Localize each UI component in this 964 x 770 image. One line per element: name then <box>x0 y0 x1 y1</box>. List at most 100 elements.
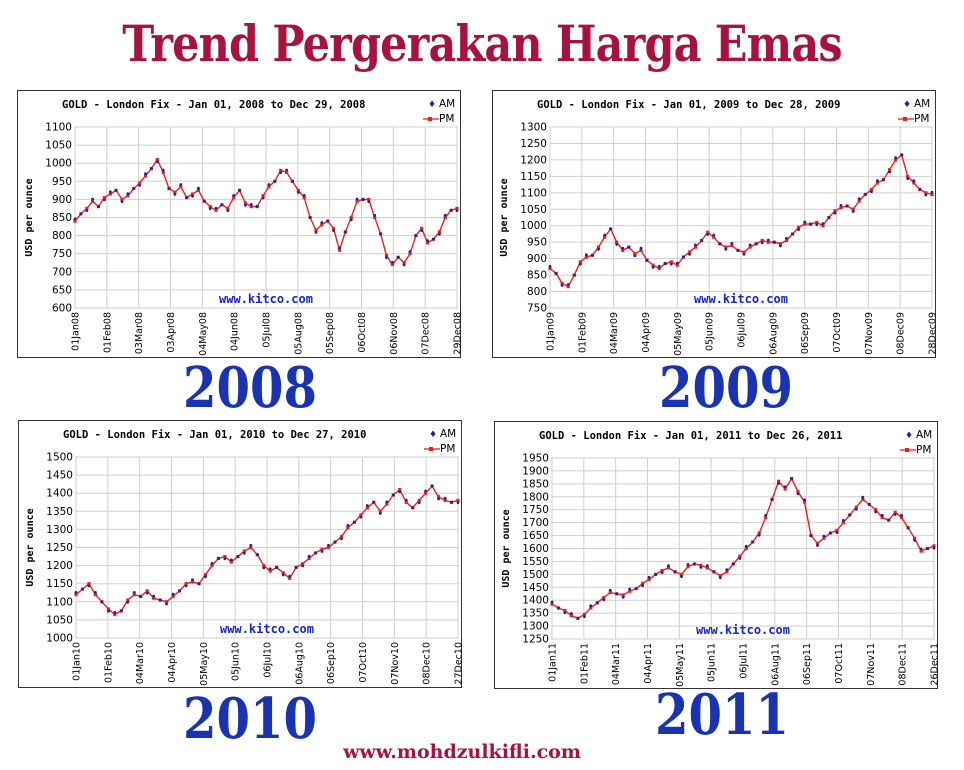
y-tick-label: 1050 <box>520 204 547 216</box>
x-tick-label: 01Feb08 <box>102 312 113 353</box>
am-point <box>673 570 677 574</box>
pm-point <box>229 560 233 564</box>
pm-point <box>210 564 214 568</box>
am-point <box>595 601 599 605</box>
am-point <box>634 587 638 590</box>
pm-point <box>108 192 112 196</box>
pm-point <box>875 181 879 185</box>
pm-point <box>724 245 728 249</box>
pm-point <box>589 606 593 610</box>
am-point <box>560 284 564 287</box>
am-point <box>693 562 696 566</box>
legend-pm-marker <box>428 117 432 121</box>
pm-point <box>268 569 272 573</box>
pm-point <box>208 205 212 209</box>
x-tick-label: 05Jun11 <box>707 643 718 682</box>
am-point <box>197 186 200 190</box>
am-point <box>641 584 644 587</box>
am-point <box>615 592 619 596</box>
pm-point <box>203 573 208 577</box>
pm-point <box>171 594 175 598</box>
am-point <box>184 584 188 588</box>
y-tick-label: 1100 <box>46 596 73 608</box>
x-tick-label: 05Jul08 <box>262 312 273 348</box>
am-point <box>314 231 318 234</box>
am-point <box>621 246 625 250</box>
pm-point <box>578 260 582 264</box>
am-point <box>220 203 224 207</box>
am-point <box>688 252 691 256</box>
pm-point <box>603 235 607 239</box>
legend-pm-label: PM <box>916 444 931 456</box>
legend-am-marker: ♦ <box>429 430 437 440</box>
pm-point <box>113 612 117 617</box>
x-tick-label: 06Jul09 <box>737 312 748 348</box>
legend-pm-marker <box>905 448 909 452</box>
x-tick-label: 05May10 <box>199 642 210 686</box>
pm-point <box>760 238 764 243</box>
am-point <box>576 616 580 620</box>
am-point <box>639 246 643 250</box>
am-point <box>557 606 560 610</box>
legend-am-label: AM <box>440 428 456 440</box>
pm-point <box>639 248 643 252</box>
am-point <box>675 261 679 265</box>
y-tick-label: 1350 <box>46 506 73 518</box>
pm-point <box>262 564 266 568</box>
pm-point <box>797 225 801 229</box>
y-tick-label: 900 <box>527 253 547 265</box>
am-point <box>424 489 427 493</box>
pm-point <box>778 242 782 246</box>
pm-point <box>320 547 324 551</box>
am-point <box>803 498 806 502</box>
pm-point <box>349 215 353 220</box>
chart-title: GOLD - London Fix - Jan 01, 2011 to Dec … <box>539 430 842 442</box>
am-point <box>764 513 768 517</box>
y-tick-label: 950 <box>527 237 547 249</box>
am-point <box>226 209 230 212</box>
pm-point <box>803 222 807 226</box>
am-point <box>74 591 78 594</box>
pm-point <box>332 226 336 230</box>
am-point <box>770 498 774 501</box>
pm-point <box>628 589 632 593</box>
pm-point <box>417 498 421 502</box>
am-point <box>359 515 363 519</box>
pm-point <box>223 555 227 559</box>
am-point <box>145 591 149 595</box>
pm-point <box>596 245 601 249</box>
pm-point <box>560 281 564 285</box>
pm-point <box>802 500 807 504</box>
am-point <box>288 574 292 578</box>
legend: ♦ AM PM <box>898 98 930 125</box>
y-tick-label: 1800 <box>522 491 549 503</box>
am-point <box>894 156 897 160</box>
x-tick-label: 07Oct10 <box>358 642 369 683</box>
pm-point <box>874 508 878 512</box>
y-tick-label: 800 <box>52 230 72 242</box>
pm-point <box>339 535 344 539</box>
am-point <box>833 211 837 215</box>
x-tick-label: 28Dec09 <box>928 312 938 355</box>
footer-url: www.mohdzulkifli.com <box>343 741 581 763</box>
x-tick-label: 27Dec10 <box>454 642 464 685</box>
am-point <box>660 571 664 575</box>
am-point <box>100 600 104 604</box>
am-point <box>645 258 649 262</box>
am-point <box>718 576 722 580</box>
am-point <box>667 564 670 568</box>
am-point <box>242 551 246 555</box>
am-point <box>408 250 412 253</box>
x-tick-label: 01Feb10 <box>103 642 114 683</box>
am-point <box>314 551 317 555</box>
am-point <box>373 213 377 217</box>
am-point <box>385 500 389 504</box>
am-point <box>854 507 858 511</box>
y-tick-label: 1650 <box>522 530 549 542</box>
am-point <box>913 539 916 542</box>
y-tick-label: 1200 <box>46 560 73 572</box>
x-tick-label: 05Jun10 <box>231 642 242 681</box>
pm-point <box>924 191 928 195</box>
pm-point <box>242 549 246 553</box>
x-tick-label: 05Aug08 <box>293 312 304 355</box>
